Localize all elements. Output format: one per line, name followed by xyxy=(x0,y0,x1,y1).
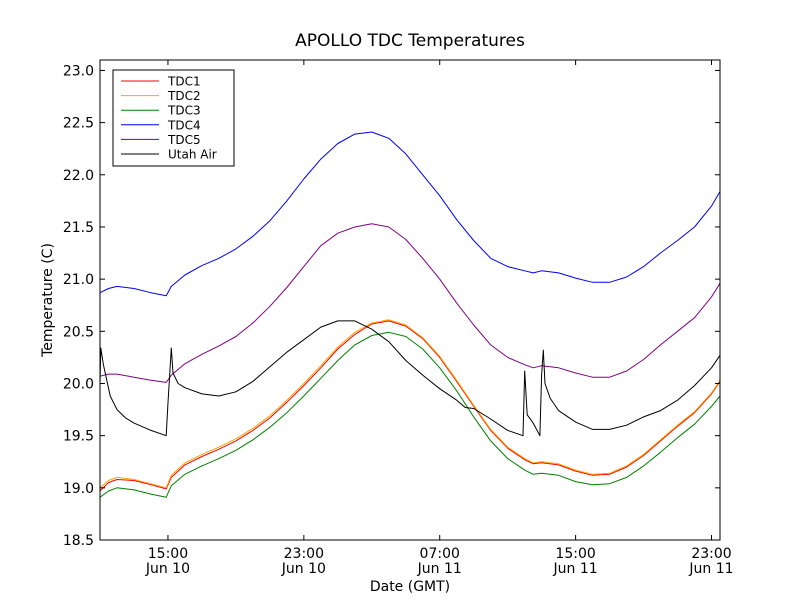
legend-label-tdc1: TDC1 xyxy=(167,75,201,89)
legend-label-utah-air: Utah Air xyxy=(168,148,217,162)
x-tick-date-label: Jun 11 xyxy=(688,561,733,577)
y-tick-label: 23.0 xyxy=(63,63,94,79)
y-tick-label: 21.0 xyxy=(63,272,94,288)
legend-label-tdc4: TDC4 xyxy=(167,118,201,132)
y-tick-label: 22.5 xyxy=(63,116,94,132)
y-tick-label: 20.0 xyxy=(63,376,94,392)
x-tick-time-label: 15:00 xyxy=(148,546,188,562)
series-line-tdc1 xyxy=(99,320,721,492)
x-tick-time-label: 23:00 xyxy=(284,546,324,562)
x-tick-date-label: Jun 10 xyxy=(145,561,190,577)
y-tick-label: 20.5 xyxy=(63,324,94,340)
x-tick-date-label: Jun 11 xyxy=(417,561,462,577)
series-line-tdc5 xyxy=(99,223,721,383)
x-tick-time-label: 23:00 xyxy=(691,546,731,562)
y-axis-ticks: 18.5 19.0 19.5 20.0 20.5 21.0 21.5 22.0 22.5 23.0 xyxy=(63,63,720,549)
x-tick-date-label: Jun 11 xyxy=(553,561,598,577)
x-tick-time-label: 15:00 xyxy=(555,546,595,562)
plot-frame xyxy=(99,59,721,541)
plot-series xyxy=(99,131,721,498)
y-tick-label: 22.0 xyxy=(63,168,94,184)
chart-title: APOLLO TDC Temperatures xyxy=(295,31,525,51)
y-tick-label: 19.0 xyxy=(63,481,94,497)
series-line-tdc2 xyxy=(99,319,721,489)
y-axis-label: Temperature (C) xyxy=(40,243,56,358)
series-line-tdc4 xyxy=(99,131,721,297)
y-tick-label: 18.5 xyxy=(63,533,94,549)
series-line-utah-air xyxy=(99,320,721,437)
y-tick-label: 19.5 xyxy=(63,429,94,445)
y-tick-label: 21.5 xyxy=(63,220,94,236)
x-tick-time-label: 07:00 xyxy=(420,546,460,562)
legend-label-tdc3: TDC3 xyxy=(167,104,201,118)
x-tick-date-label: Jun 10 xyxy=(281,561,326,577)
legend-box xyxy=(112,69,235,167)
x-axis-label: Date (GMT) xyxy=(370,579,450,595)
series-line-tdc3 xyxy=(99,331,721,498)
legend-label-tdc2: TDC2 xyxy=(167,89,201,103)
legend-label-tdc5: TDC5 xyxy=(167,133,201,147)
